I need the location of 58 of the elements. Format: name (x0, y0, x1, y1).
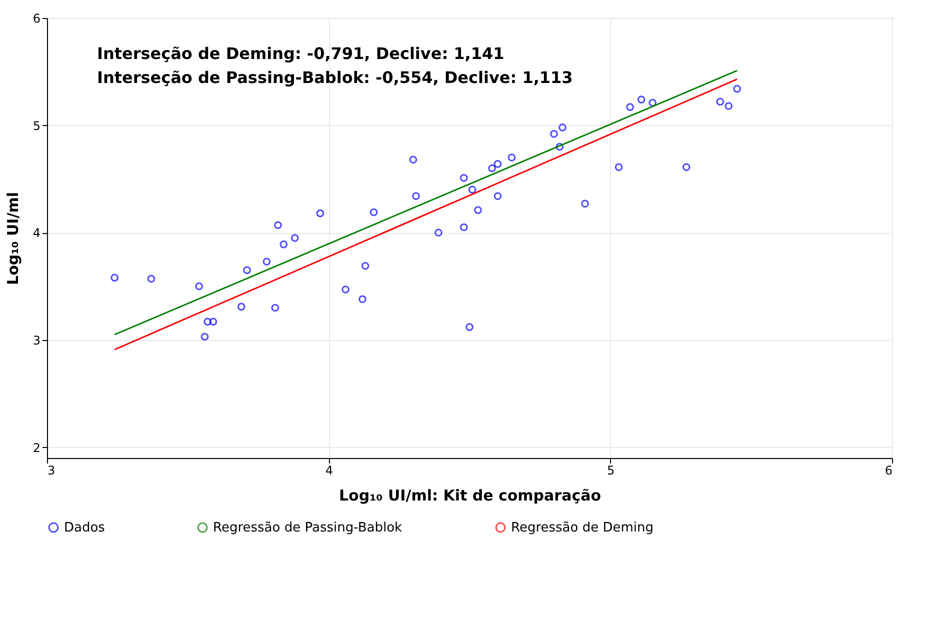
point (316, 209, 324, 218)
point (648, 98, 656, 107)
point (558, 124, 566, 132)
point (716, 98, 724, 106)
point (626, 103, 634, 111)
point (412, 192, 420, 200)
legend-label: Dados (64, 520, 106, 536)
legend-label: Regressão de Deming (511, 520, 654, 536)
x-tick-label: 6 (884, 464, 892, 478)
point (280, 240, 288, 248)
point (361, 262, 370, 270)
x-tick-label: 3 (48, 464, 56, 478)
point (195, 282, 204, 290)
point (290, 234, 299, 242)
point (342, 286, 350, 294)
y-tick-label: 6 (32, 12, 40, 26)
point (474, 206, 482, 214)
point (581, 200, 589, 208)
point (147, 274, 156, 283)
point (733, 84, 741, 93)
point (556, 142, 564, 151)
point (274, 221, 282, 230)
point (204, 318, 212, 326)
point (614, 163, 623, 172)
annotation: Interseção de Passing-Bablok: -0,554, Declive: 1,113 (97, 68, 573, 87)
point (724, 102, 733, 110)
point (550, 130, 558, 138)
point (468, 186, 476, 194)
point (460, 174, 468, 182)
point (271, 304, 280, 312)
point (434, 228, 442, 237)
x-tick-label: 5 (607, 464, 615, 478)
y-tick-label: 3 (32, 333, 40, 348)
point (243, 266, 251, 274)
legend-label: Regressão de Passing-Bablok (213, 520, 403, 536)
point (494, 192, 502, 200)
point (460, 223, 468, 232)
point (110, 274, 119, 282)
point (409, 156, 418, 164)
point (508, 154, 516, 162)
point (200, 332, 209, 341)
point (370, 208, 378, 216)
point (466, 323, 474, 331)
y-tick-label: 2 (32, 440, 40, 455)
point (488, 164, 496, 172)
x-axis-title: Log₁₀ UI/ml: Kit de comparação (338, 486, 602, 504)
annotation: Interseção de Deming: -0,791, Declive: 1,141 (97, 44, 504, 63)
point (637, 96, 646, 104)
point (209, 318, 218, 326)
point (237, 302, 246, 311)
point (358, 295, 366, 304)
y-tick-label: 5 (32, 118, 40, 133)
x-tick-label: 4 (325, 464, 333, 478)
y-axis-title: Log₁₀ UI/ml (4, 192, 22, 285)
point (494, 160, 502, 168)
y-tick-label: 4 (32, 226, 40, 240)
point (682, 163, 690, 172)
point (262, 258, 271, 266)
